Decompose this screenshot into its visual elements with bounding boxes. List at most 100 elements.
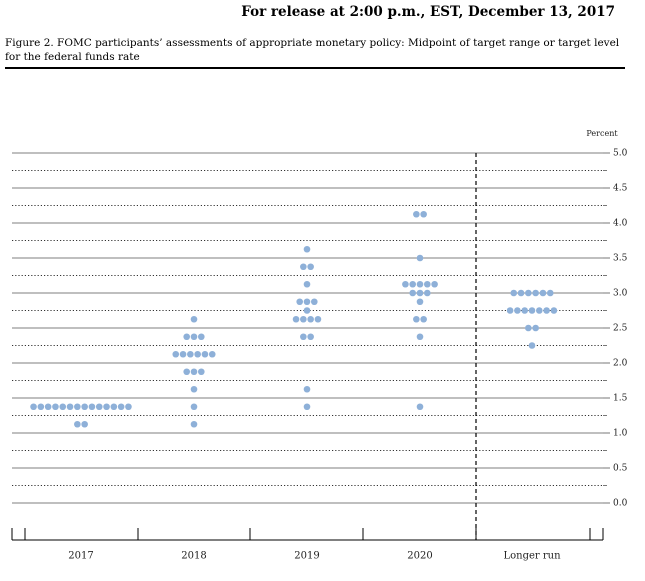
x-tick-label: 2018 (181, 551, 206, 562)
dot (416, 280, 424, 288)
dot (190, 368, 198, 376)
dot (550, 307, 558, 314)
y-tick-label: 3.5 (613, 254, 628, 264)
dot (528, 342, 536, 349)
dot (59, 403, 67, 411)
dot (420, 210, 427, 218)
dot (413, 210, 420, 218)
dot (543, 307, 550, 314)
y-tick-label: 1.0 (613, 429, 628, 439)
dot (416, 333, 424, 341)
x-tick-label: 2019 (294, 551, 319, 562)
dot (525, 289, 532, 297)
dot (424, 280, 431, 288)
dot (536, 307, 543, 314)
dot (198, 333, 205, 341)
dot (74, 403, 81, 411)
y-tick-label: 0.0 (613, 499, 628, 509)
y-axis-label: Percent (586, 129, 618, 138)
dot (208, 350, 216, 358)
dot (539, 289, 547, 297)
dot (81, 403, 88, 411)
y-tick-label: 5.0 (613, 149, 628, 159)
y-tick-label: 0.5 (613, 464, 628, 474)
dot (525, 324, 532, 332)
dot (420, 315, 427, 323)
dot (183, 333, 190, 341)
y-tick-label: 4.0 (613, 219, 628, 229)
dot (409, 280, 417, 288)
dot (528, 307, 536, 314)
dot (409, 289, 417, 297)
chart-title: Figure 2. FOMC participants’ assessments… (5, 36, 625, 69)
dot (416, 254, 424, 262)
dot (198, 368, 205, 376)
dot (303, 245, 311, 253)
dot (183, 368, 190, 376)
y-tick-label: 2.0 (613, 359, 628, 369)
dot (303, 385, 311, 393)
dot (74, 420, 81, 428)
dot (311, 298, 318, 306)
dot (307, 333, 314, 341)
y-tick-label: 1.5 (613, 394, 628, 404)
dot (300, 333, 307, 341)
dot (546, 289, 554, 297)
dot (172, 350, 180, 358)
x-tick-label: Longer run (503, 551, 561, 562)
dot (179, 350, 187, 358)
dot (413, 315, 420, 323)
dot (532, 289, 539, 297)
dot (187, 350, 194, 358)
dot (431, 280, 438, 288)
dot (88, 403, 96, 411)
release-note: For release at 2:00 p.m., EST, December … (241, 4, 615, 20)
dot (424, 289, 431, 297)
dot (307, 263, 314, 271)
dot (506, 307, 514, 314)
dot (517, 289, 525, 297)
dot (514, 307, 521, 314)
dot (81, 420, 88, 428)
dot (314, 315, 322, 323)
y-tick-label: 4.5 (613, 184, 628, 194)
dot (532, 324, 539, 332)
dot (66, 403, 74, 411)
dot (190, 315, 198, 323)
dot (292, 315, 300, 323)
dot (307, 315, 314, 323)
dot (300, 315, 307, 323)
dot (303, 307, 311, 314)
dot (300, 263, 307, 271)
dot (402, 280, 409, 288)
dot (303, 403, 311, 411)
dot (117, 403, 125, 411)
dot (103, 403, 110, 411)
dot (201, 350, 209, 358)
y-tick-label: 3.0 (613, 289, 628, 299)
dot (416, 289, 424, 297)
dot (303, 298, 311, 306)
x-tick-label: 2020 (407, 551, 432, 562)
dot (521, 307, 528, 314)
dot (52, 403, 59, 411)
dot (190, 385, 198, 393)
dot (510, 289, 518, 297)
dot (194, 350, 201, 358)
dot (44, 403, 52, 411)
x-tick-label: 2017 (68, 551, 93, 562)
dot (296, 298, 304, 306)
dot (37, 403, 45, 411)
dot (190, 420, 198, 428)
dot (190, 403, 198, 411)
dot (303, 280, 311, 288)
dot (110, 403, 118, 411)
dot (95, 403, 103, 411)
dot (416, 298, 424, 306)
y-tick-label: 2.5 (613, 324, 628, 334)
dot (416, 403, 424, 411)
dot (125, 403, 132, 411)
dot (30, 403, 37, 411)
